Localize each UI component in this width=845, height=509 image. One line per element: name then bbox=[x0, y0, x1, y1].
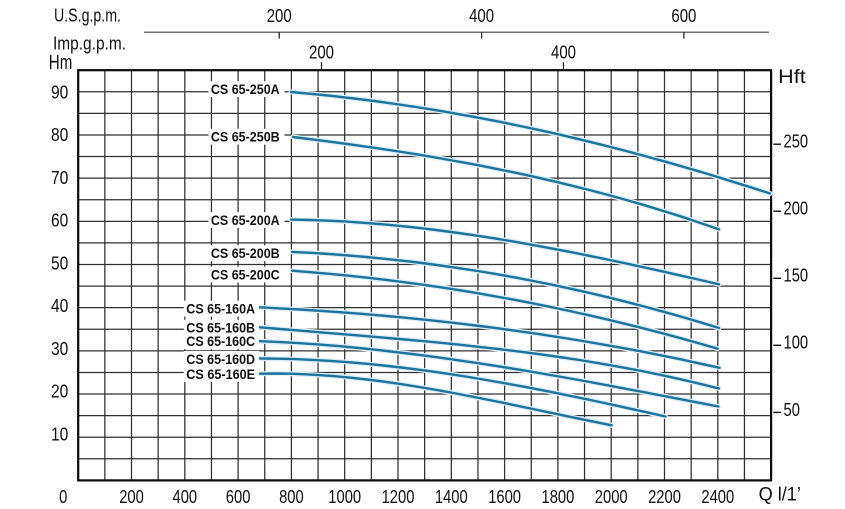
svg-text:1800: 1800 bbox=[542, 487, 575, 507]
svg-text:CS 65-160B: CS 65-160B bbox=[186, 321, 255, 336]
svg-text:CS 65-250B: CS 65-250B bbox=[211, 130, 280, 145]
svg-text:1600: 1600 bbox=[488, 487, 521, 507]
svg-text:400: 400 bbox=[551, 43, 576, 63]
svg-text:CS 65-200A: CS 65-200A bbox=[211, 213, 280, 228]
svg-text:70: 70 bbox=[51, 168, 68, 188]
svg-text:90: 90 bbox=[51, 82, 68, 102]
svg-text:1200: 1200 bbox=[382, 487, 415, 507]
svg-text:200: 200 bbox=[309, 43, 334, 63]
svg-text:200: 200 bbox=[784, 199, 809, 219]
svg-text:20: 20 bbox=[51, 382, 68, 402]
svg-text:400: 400 bbox=[469, 6, 494, 26]
svg-text:600: 600 bbox=[671, 6, 696, 26]
svg-text:200: 200 bbox=[267, 6, 292, 26]
svg-text:2000: 2000 bbox=[595, 487, 628, 507]
svg-text:1400: 1400 bbox=[435, 487, 468, 507]
svg-text:1000: 1000 bbox=[328, 487, 361, 507]
svg-text:60: 60 bbox=[51, 211, 68, 231]
svg-text:2400: 2400 bbox=[701, 487, 734, 507]
svg-text:30: 30 bbox=[51, 339, 68, 359]
svg-text:200: 200 bbox=[119, 487, 144, 507]
svg-text:50: 50 bbox=[51, 253, 68, 273]
svg-text:80: 80 bbox=[51, 125, 68, 145]
svg-text:CS 65-200B: CS 65-200B bbox=[211, 246, 280, 261]
svg-text:2200: 2200 bbox=[648, 487, 681, 507]
svg-text:0: 0 bbox=[59, 487, 67, 507]
svg-text:40: 40 bbox=[51, 296, 68, 316]
svg-text:50: 50 bbox=[784, 400, 800, 420]
svg-text:400: 400 bbox=[173, 487, 198, 507]
svg-text:600: 600 bbox=[226, 487, 251, 507]
svg-text:CS 65-250A: CS 65-250A bbox=[211, 82, 280, 97]
svg-text:CS 65-160C: CS 65-160C bbox=[186, 334, 255, 349]
svg-text:100: 100 bbox=[784, 333, 809, 353]
svg-text:Hft: Hft bbox=[778, 67, 806, 88]
svg-text:250: 250 bbox=[784, 132, 809, 152]
svg-text:Q l/1’: Q l/1’ bbox=[759, 484, 801, 505]
svg-text:CS 65-160E: CS 65-160E bbox=[186, 367, 255, 382]
svg-text:CS 65-160D: CS 65-160D bbox=[186, 352, 255, 367]
svg-text:CS 65-200C: CS 65-200C bbox=[211, 268, 280, 283]
svg-text:150: 150 bbox=[784, 266, 809, 286]
svg-text:800: 800 bbox=[279, 487, 304, 507]
svg-text:Imp.g.p.m.: Imp.g.p.m. bbox=[53, 34, 126, 54]
svg-text:Hm: Hm bbox=[49, 52, 73, 74]
svg-text:CS 65-160A: CS 65-160A bbox=[186, 302, 255, 317]
svg-text:10: 10 bbox=[51, 425, 68, 445]
svg-text:U.S.g.p.m.: U.S.g.p.m. bbox=[54, 6, 121, 26]
